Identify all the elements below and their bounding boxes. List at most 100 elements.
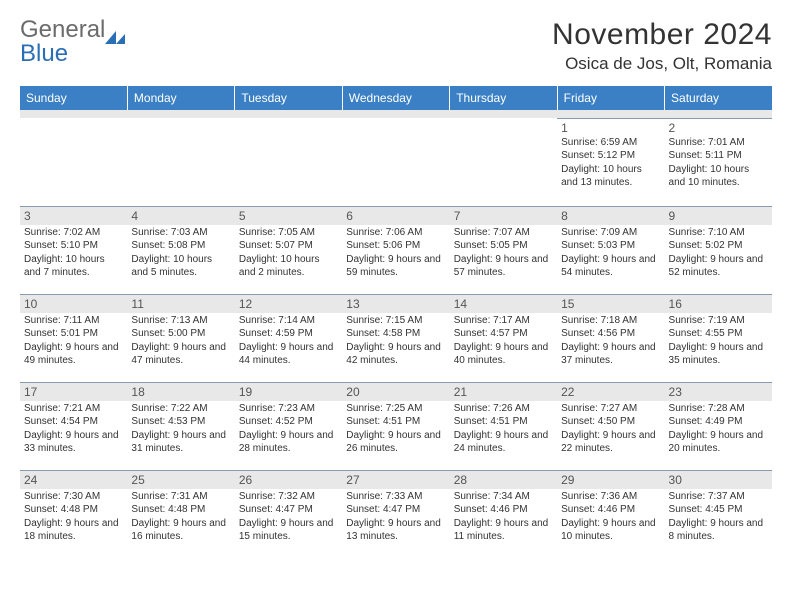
day-details: Sunrise: 7:06 AMSunset: 5:06 PMDaylight:… xyxy=(346,226,445,280)
day-header: Friday xyxy=(557,86,664,110)
day-number: 27 xyxy=(342,471,449,489)
day-number: 20 xyxy=(342,383,449,401)
calendar-day-cell: 9Sunrise: 7:10 AMSunset: 5:02 PMDaylight… xyxy=(665,206,772,294)
title-block: November 2024 Osica de Jos, Olt, Romania xyxy=(552,18,772,74)
logo-text: General Blue xyxy=(20,18,105,66)
calendar-day-cell: 13Sunrise: 7:15 AMSunset: 4:58 PMDayligh… xyxy=(342,294,449,382)
day-details: Sunrise: 7:25 AMSunset: 4:51 PMDaylight:… xyxy=(346,402,445,456)
calendar-day-cell: 6Sunrise: 7:06 AMSunset: 5:06 PMDaylight… xyxy=(342,206,449,294)
calendar-day-cell xyxy=(127,118,234,206)
day-number: 2 xyxy=(669,121,768,135)
day-details: Sunrise: 7:05 AMSunset: 5:07 PMDaylight:… xyxy=(239,226,338,280)
day-number: 11 xyxy=(127,295,234,313)
day-details: Sunrise: 7:03 AMSunset: 5:08 PMDaylight:… xyxy=(131,226,230,280)
day-header: Saturday xyxy=(665,86,772,110)
calendar-table: Sunday Monday Tuesday Wednesday Thursday… xyxy=(20,86,772,558)
day-number: 18 xyxy=(127,383,234,401)
day-number: 15 xyxy=(557,295,664,313)
day-details: Sunrise: 7:13 AMSunset: 5:00 PMDaylight:… xyxy=(131,314,230,368)
calendar-page: General Blue November 2024 Osica de Jos,… xyxy=(0,0,792,612)
day-details: Sunrise: 7:18 AMSunset: 4:56 PMDaylight:… xyxy=(561,314,660,368)
day-details: Sunrise: 7:21 AMSunset: 4:54 PMDaylight:… xyxy=(24,402,123,456)
calendar-day-cell: 7Sunrise: 7:07 AMSunset: 5:05 PMDaylight… xyxy=(450,206,557,294)
day-header: Sunday xyxy=(20,86,127,110)
day-details: Sunrise: 7:31 AMSunset: 4:48 PMDaylight:… xyxy=(131,490,230,544)
day-details: Sunrise: 7:30 AMSunset: 4:48 PMDaylight:… xyxy=(24,490,123,544)
calendar-day-cell: 1Sunrise: 6:59 AMSunset: 5:12 PMDaylight… xyxy=(557,118,664,206)
logo: General Blue xyxy=(20,18,129,66)
day-details: Sunrise: 7:10 AMSunset: 5:02 PMDaylight:… xyxy=(669,226,768,280)
calendar-day-cell: 11Sunrise: 7:13 AMSunset: 5:00 PMDayligh… xyxy=(127,294,234,382)
day-details: Sunrise: 7:02 AMSunset: 5:10 PMDaylight:… xyxy=(24,226,123,280)
day-number: 19 xyxy=(235,383,342,401)
calendar-week-row: 24Sunrise: 7:30 AMSunset: 4:48 PMDayligh… xyxy=(20,470,772,558)
calendar-day-cell: 10Sunrise: 7:11 AMSunset: 5:01 PMDayligh… xyxy=(20,294,127,382)
day-details: Sunrise: 7:22 AMSunset: 4:53 PMDaylight:… xyxy=(131,402,230,456)
day-number: 25 xyxy=(127,471,234,489)
day-details: Sunrise: 7:01 AMSunset: 5:11 PMDaylight:… xyxy=(669,136,768,190)
calendar-day-cell: 24Sunrise: 7:30 AMSunset: 4:48 PMDayligh… xyxy=(20,470,127,558)
day-number: 17 xyxy=(20,383,127,401)
day-number: 6 xyxy=(342,207,449,225)
calendar-day-cell: 26Sunrise: 7:32 AMSunset: 4:47 PMDayligh… xyxy=(235,470,342,558)
calendar-day-cell: 14Sunrise: 7:17 AMSunset: 4:57 PMDayligh… xyxy=(450,294,557,382)
day-details: Sunrise: 7:09 AMSunset: 5:03 PMDaylight:… xyxy=(561,226,660,280)
day-number: 22 xyxy=(557,383,664,401)
logo-text-gray: General xyxy=(20,16,105,43)
day-details: Sunrise: 7:32 AMSunset: 4:47 PMDaylight:… xyxy=(239,490,338,544)
header: General Blue November 2024 Osica de Jos,… xyxy=(20,18,772,74)
calendar-day-cell: 19Sunrise: 7:23 AMSunset: 4:52 PMDayligh… xyxy=(235,382,342,470)
day-number: 30 xyxy=(665,471,772,489)
logo-triangle-icon xyxy=(105,28,127,44)
day-details: Sunrise: 7:34 AMSunset: 4:46 PMDaylight:… xyxy=(454,490,553,544)
day-header-row: Sunday Monday Tuesday Wednesday Thursday… xyxy=(20,86,772,110)
day-number: 7 xyxy=(450,207,557,225)
calendar-body: 1Sunrise: 6:59 AMSunset: 5:12 PMDaylight… xyxy=(20,110,772,558)
calendar-day-cell: 17Sunrise: 7:21 AMSunset: 4:54 PMDayligh… xyxy=(20,382,127,470)
day-number: 24 xyxy=(20,471,127,489)
day-header: Thursday xyxy=(450,86,557,110)
logo-text-blue: Blue xyxy=(20,40,68,67)
calendar-day-cell: 22Sunrise: 7:27 AMSunset: 4:50 PMDayligh… xyxy=(557,382,664,470)
day-details: Sunrise: 7:33 AMSunset: 4:47 PMDaylight:… xyxy=(346,490,445,544)
month-title: November 2024 xyxy=(552,18,772,52)
day-number: 28 xyxy=(450,471,557,489)
calendar-week-row: 17Sunrise: 7:21 AMSunset: 4:54 PMDayligh… xyxy=(20,382,772,470)
day-details: Sunrise: 7:19 AMSunset: 4:55 PMDaylight:… xyxy=(669,314,768,368)
day-number: 10 xyxy=(20,295,127,313)
day-number: 16 xyxy=(665,295,772,313)
calendar-day-cell: 12Sunrise: 7:14 AMSunset: 4:59 PMDayligh… xyxy=(235,294,342,382)
day-number: 23 xyxy=(665,383,772,401)
day-number: 14 xyxy=(450,295,557,313)
calendar-week-row: 10Sunrise: 7:11 AMSunset: 5:01 PMDayligh… xyxy=(20,294,772,382)
day-number: 21 xyxy=(450,383,557,401)
calendar-day-cell: 20Sunrise: 7:25 AMSunset: 4:51 PMDayligh… xyxy=(342,382,449,470)
day-details: Sunrise: 7:17 AMSunset: 4:57 PMDaylight:… xyxy=(454,314,553,368)
day-details: Sunrise: 7:15 AMSunset: 4:58 PMDaylight:… xyxy=(346,314,445,368)
day-header: Monday xyxy=(127,86,234,110)
day-details: Sunrise: 7:27 AMSunset: 4:50 PMDaylight:… xyxy=(561,402,660,456)
day-details: Sunrise: 7:37 AMSunset: 4:45 PMDaylight:… xyxy=(669,490,768,544)
day-details: Sunrise: 7:14 AMSunset: 4:59 PMDaylight:… xyxy=(239,314,338,368)
calendar-day-cell: 16Sunrise: 7:19 AMSunset: 4:55 PMDayligh… xyxy=(665,294,772,382)
calendar-thead: Sunday Monday Tuesday Wednesday Thursday… xyxy=(20,86,772,110)
day-details: Sunrise: 7:26 AMSunset: 4:51 PMDaylight:… xyxy=(454,402,553,456)
day-number: 12 xyxy=(235,295,342,313)
calendar-week-row: 1Sunrise: 6:59 AMSunset: 5:12 PMDaylight… xyxy=(20,118,772,206)
day-number: 29 xyxy=(557,471,664,489)
calendar-day-cell xyxy=(450,118,557,206)
day-details: Sunrise: 7:23 AMSunset: 4:52 PMDaylight:… xyxy=(239,402,338,456)
day-number: 26 xyxy=(235,471,342,489)
day-number: 4 xyxy=(127,207,234,225)
calendar-day-cell: 2Sunrise: 7:01 AMSunset: 5:11 PMDaylight… xyxy=(665,118,772,206)
day-number: 3 xyxy=(20,207,127,225)
day-number: 1 xyxy=(561,121,660,135)
day-details: Sunrise: 7:36 AMSunset: 4:46 PMDaylight:… xyxy=(561,490,660,544)
day-number: 5 xyxy=(235,207,342,225)
day-details: Sunrise: 7:11 AMSunset: 5:01 PMDaylight:… xyxy=(24,314,123,368)
calendar-day-cell: 27Sunrise: 7:33 AMSunset: 4:47 PMDayligh… xyxy=(342,470,449,558)
calendar-day-cell: 4Sunrise: 7:03 AMSunset: 5:08 PMDaylight… xyxy=(127,206,234,294)
day-header: Wednesday xyxy=(342,86,449,110)
day-details: Sunrise: 7:28 AMSunset: 4:49 PMDaylight:… xyxy=(669,402,768,456)
calendar-day-cell: 18Sunrise: 7:22 AMSunset: 4:53 PMDayligh… xyxy=(127,382,234,470)
